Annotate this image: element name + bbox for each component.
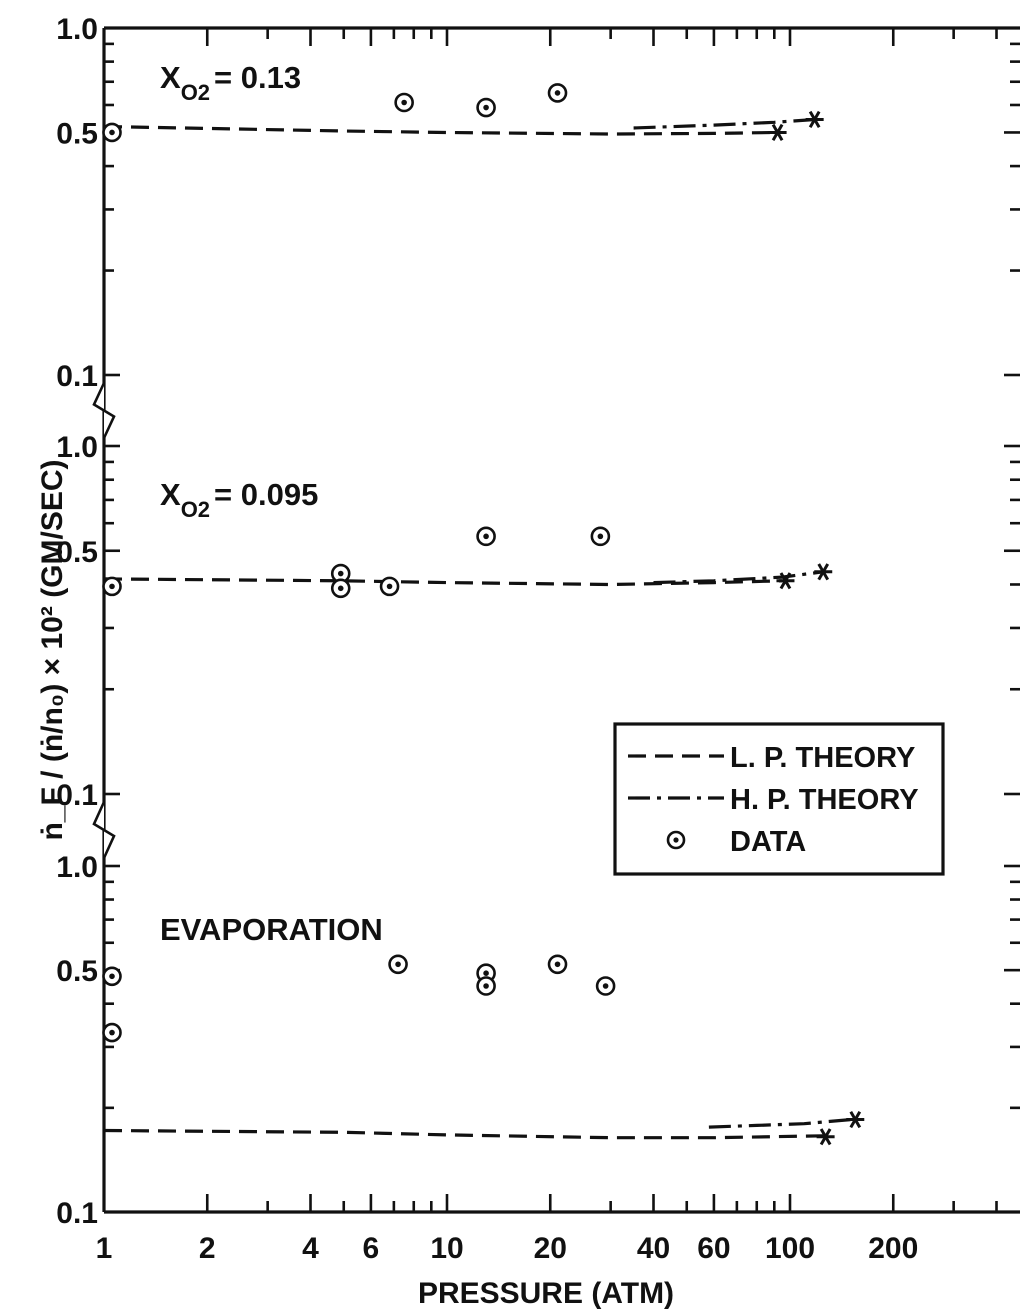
x-axis-title: PRESSURE (ATM)	[418, 1277, 674, 1310]
theory-endpoint-star	[816, 1128, 835, 1146]
lp-theory-line	[103, 577, 783, 587]
x-tick-label: 6	[363, 1232, 380, 1265]
legend-hp-label: H. P. THEORY	[730, 784, 919, 816]
data-point	[102, 966, 122, 987]
y-tick-label: 0.1	[56, 779, 98, 812]
data-point	[379, 576, 400, 597]
hp-theory-line	[708, 1118, 851, 1129]
data-point	[102, 122, 122, 143]
legend: L. P. THEORY H. P. THEORY DATA	[613, 722, 945, 876]
data-point	[330, 578, 351, 599]
x-tick-label: 1	[96, 1232, 113, 1265]
x-tick-label: 60	[697, 1232, 730, 1265]
x-tick-label: 2	[199, 1232, 216, 1265]
x-tick-label: 40	[637, 1232, 670, 1265]
legend-lp-label: L. P. THEORY	[730, 742, 915, 774]
y-tick-label: 1.0	[56, 13, 98, 46]
data-point	[476, 97, 496, 118]
y-tick-label: 1.0	[56, 851, 98, 884]
y-tick-label: 0.1	[56, 1197, 98, 1230]
lp-theory-line	[103, 124, 775, 136]
theory-endpoint-star	[846, 1111, 865, 1129]
panel-label: EVAPORATION	[160, 912, 383, 947]
y-tick-label: 0.1	[56, 360, 98, 393]
tick-labels: 1 2 4 6 10 20 40 60 100 200 1.0 0.5 0.1 XO2 = 0.13 1.0 0…	[56, 13, 918, 1265]
panel-label: XO2 = 0.13	[160, 60, 301, 105]
data-point	[102, 1022, 122, 1043]
panel-label: XO2 = 0.095	[160, 477, 318, 522]
theory-endpoint-star	[776, 572, 795, 590]
plot-frame	[92, 26, 1020, 1214]
data-point	[394, 92, 414, 113]
legend-data-label: DATA	[730, 826, 806, 858]
theory-endpoint-star	[768, 123, 787, 142]
legend-data-marker	[666, 830, 686, 850]
series-layer	[102, 83, 865, 1146]
data-point	[388, 954, 408, 975]
theory-endpoint-star	[805, 110, 824, 129]
data-point	[102, 576, 122, 597]
y-tick-label: 0.5	[56, 955, 98, 988]
hp-theory-line	[633, 117, 815, 130]
x-tick-label: 20	[534, 1232, 567, 1265]
data-point	[476, 526, 496, 547]
hp-theory-line	[653, 570, 824, 585]
x-tick-label: 200	[868, 1232, 918, 1265]
lp-theory-line	[103, 1128, 824, 1140]
data-point	[476, 976, 496, 996]
y-tick-label: 1.0	[56, 431, 98, 464]
theory-endpoint-star	[814, 563, 833, 581]
x-tick-label: 4	[302, 1232, 319, 1265]
data-point	[547, 83, 568, 103]
x-tick-label: 100	[765, 1232, 815, 1265]
data-point	[547, 954, 568, 975]
y-axis-title: ṅ_F / (ṅ/n₀) × 10² (GM/SEC)	[36, 459, 69, 840]
y-tick-label: 0.5	[56, 117, 98, 150]
data-point	[590, 526, 611, 547]
x-tick-label: 10	[430, 1232, 463, 1265]
data-point	[595, 976, 616, 996]
axis-break-mark	[92, 801, 116, 859]
axis-break-mark	[92, 382, 116, 439]
axis-ticks	[102, 26, 1020, 1214]
y-tick-label: 0.5	[56, 536, 98, 569]
